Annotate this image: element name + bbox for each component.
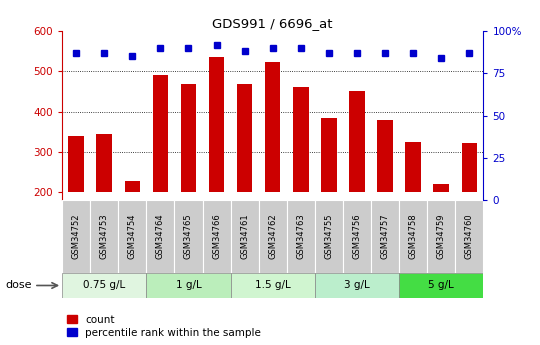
Text: GSM34760: GSM34760 <box>465 214 474 259</box>
Bar <box>209 57 224 192</box>
FancyBboxPatch shape <box>146 200 174 273</box>
Bar <box>265 62 280 192</box>
FancyBboxPatch shape <box>455 200 483 273</box>
FancyBboxPatch shape <box>231 200 259 273</box>
FancyBboxPatch shape <box>146 273 231 298</box>
Bar <box>321 118 336 192</box>
Text: GSM34766: GSM34766 <box>212 214 221 259</box>
Text: 3 g/L: 3 g/L <box>344 280 370 290</box>
Text: 1.5 g/L: 1.5 g/L <box>255 280 291 290</box>
Bar <box>377 120 393 192</box>
Text: GSM34754: GSM34754 <box>128 214 137 259</box>
Title: GDS991 / 6696_at: GDS991 / 6696_at <box>212 17 333 30</box>
Bar <box>69 136 84 192</box>
Text: GSM34755: GSM34755 <box>325 214 333 259</box>
Bar <box>462 143 477 192</box>
Text: GSM34756: GSM34756 <box>353 214 361 259</box>
Bar <box>406 142 421 192</box>
Text: GSM34761: GSM34761 <box>240 214 249 259</box>
Bar <box>434 184 449 192</box>
Bar <box>97 134 112 192</box>
FancyBboxPatch shape <box>343 200 371 273</box>
FancyBboxPatch shape <box>231 273 315 298</box>
Bar <box>349 91 364 192</box>
FancyBboxPatch shape <box>174 200 202 273</box>
Text: 1 g/L: 1 g/L <box>176 280 201 290</box>
Text: GSM34762: GSM34762 <box>268 214 277 259</box>
Text: GSM34759: GSM34759 <box>437 214 445 259</box>
FancyBboxPatch shape <box>202 200 231 273</box>
Text: 0.75 g/L: 0.75 g/L <box>83 280 125 290</box>
Text: GSM34763: GSM34763 <box>296 214 305 259</box>
FancyBboxPatch shape <box>399 273 483 298</box>
Bar <box>237 84 252 192</box>
Bar <box>125 181 140 192</box>
FancyBboxPatch shape <box>371 200 399 273</box>
Text: GSM34765: GSM34765 <box>184 214 193 259</box>
Text: 5 g/L: 5 g/L <box>428 280 454 290</box>
Bar <box>153 75 168 192</box>
Text: GSM34753: GSM34753 <box>100 214 109 259</box>
FancyBboxPatch shape <box>399 200 427 273</box>
FancyBboxPatch shape <box>118 200 146 273</box>
Legend: count, percentile rank within the sample: count, percentile rank within the sample <box>68 315 261 338</box>
FancyBboxPatch shape <box>259 200 287 273</box>
Text: dose: dose <box>5 280 32 290</box>
Text: GSM34752: GSM34752 <box>72 214 80 259</box>
Bar <box>293 87 308 192</box>
FancyBboxPatch shape <box>62 200 90 273</box>
FancyBboxPatch shape <box>315 273 399 298</box>
FancyBboxPatch shape <box>90 200 118 273</box>
Text: GSM34764: GSM34764 <box>156 214 165 259</box>
FancyBboxPatch shape <box>62 273 146 298</box>
FancyBboxPatch shape <box>315 200 343 273</box>
Text: GSM34757: GSM34757 <box>381 214 389 259</box>
Text: GSM34758: GSM34758 <box>409 214 417 259</box>
FancyBboxPatch shape <box>287 200 315 273</box>
FancyBboxPatch shape <box>427 200 455 273</box>
Bar <box>181 84 196 192</box>
